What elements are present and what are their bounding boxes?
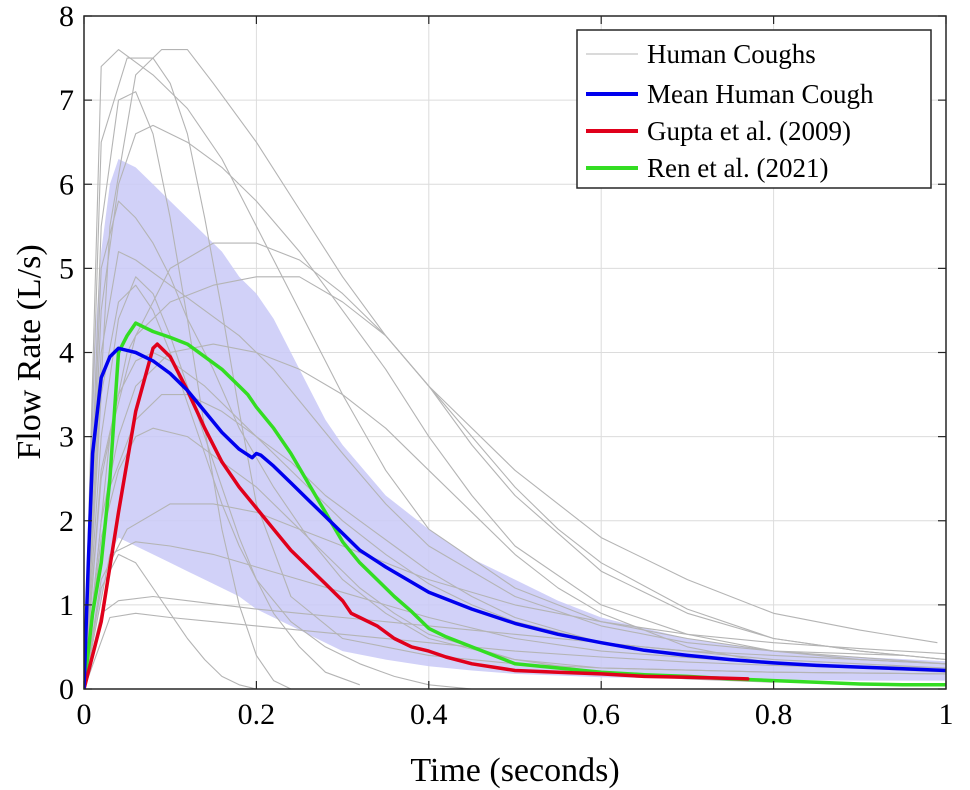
x-tick-label: 0.4 — [410, 698, 448, 731]
axis-ticks: 0 0.2 0.4 0.6 0.8 1 0 1 2 3 4 5 6 7 8 — [59, 0, 954, 731]
x-tick-label: 0 — [77, 698, 92, 731]
gupta-line — [84, 342, 750, 689]
legend-label-gupta: Gupta et al. (2009) — [647, 116, 851, 146]
legend-label-mean-human-cough: Mean Human Cough — [647, 79, 874, 109]
human-cough-line — [84, 251, 903, 689]
x-axis-label: Time (seconds) — [410, 752, 619, 789]
legend-label-ren: Ren et al. (2021) — [647, 153, 828, 183]
y-tick-label: 8 — [59, 0, 74, 33]
legend-label-human-coughs: Human Coughs — [647, 39, 816, 69]
y-tick-label: 5 — [59, 252, 74, 285]
mean-line — [84, 346, 946, 689]
y-tick-label: 4 — [59, 337, 74, 370]
human-cough-line — [84, 49, 938, 689]
human-cough-line — [84, 541, 946, 689]
y-tick-label: 2 — [59, 505, 74, 538]
y-axis-label: Flow Rate (L/s) — [11, 244, 48, 459]
x-tick-label: 0.8 — [755, 698, 793, 731]
human-cough-line — [84, 276, 360, 689]
human-cough-line — [84, 343, 946, 689]
human-cough-line — [84, 553, 257, 689]
y-tick-label: 6 — [59, 168, 74, 201]
legend-box — [576, 29, 932, 189]
human-cough-line — [84, 200, 946, 689]
legend: Human Coughs Mean Human Cough Gupta et a… — [576, 29, 932, 189]
y-tick-label: 1 — [59, 589, 74, 622]
series-layer — [84, 321, 946, 689]
human-cough-line — [84, 276, 946, 689]
x-tick-label: 0.6 — [582, 698, 620, 731]
human-cough-line — [84, 124, 946, 689]
y-tick-label: 0 — [59, 673, 74, 706]
y-tick-label: 3 — [59, 421, 74, 454]
human-cough-line — [84, 351, 946, 689]
human-coughs-layer — [84, 49, 946, 689]
human-cough-line — [84, 612, 946, 689]
x-tick-label: 0.2 — [238, 698, 276, 731]
y-tick-label: 7 — [59, 84, 74, 117]
x-tick-label: 1 — [939, 698, 954, 731]
